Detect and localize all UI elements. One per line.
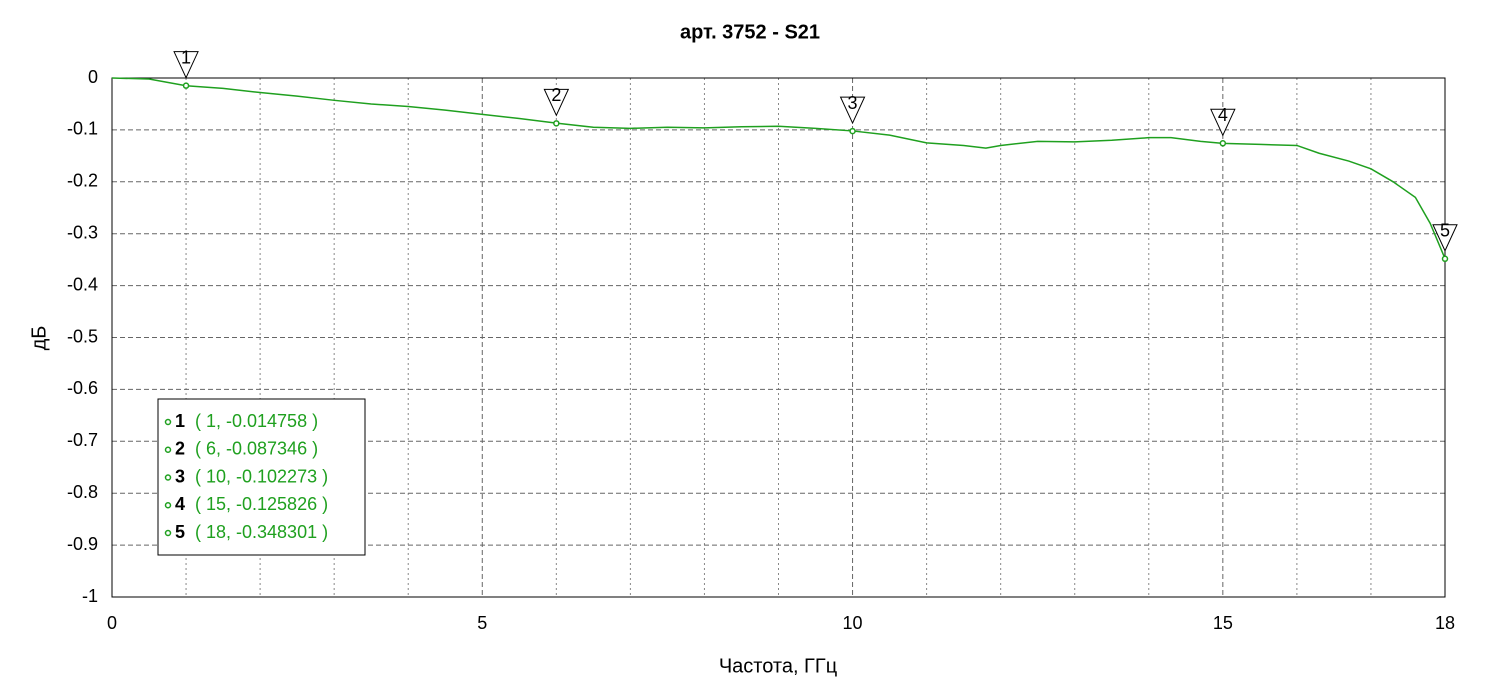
y-tick-label: -0.4 xyxy=(67,274,98,294)
y-tick-label: -1 xyxy=(82,586,98,606)
y-tick-label: 0 xyxy=(88,67,98,87)
y-tick-label: -0.7 xyxy=(67,430,98,450)
chart-title: арт. 3752 - S21 xyxy=(680,21,820,43)
legend-label: ( 18, -0.348301 ) xyxy=(195,522,328,542)
x-tick-label: 15 xyxy=(1213,613,1233,633)
marker-point xyxy=(553,120,560,127)
y-tick-label: -0.8 xyxy=(67,482,98,502)
legend-label: ( 15, -0.125826 ) xyxy=(195,494,328,514)
x-tick-label: 10 xyxy=(843,613,863,633)
y-tick-label: -0.2 xyxy=(67,171,98,191)
legend-label: ( 10, -0.102273 ) xyxy=(195,466,328,486)
marker-point xyxy=(1219,140,1227,147)
x-tick-label: 18 xyxy=(1435,613,1455,633)
marker-flag xyxy=(839,96,866,125)
legend-symbol xyxy=(164,529,172,537)
legend-symbol xyxy=(164,446,172,453)
marker-flag xyxy=(1432,224,1458,252)
marker-point xyxy=(182,82,190,89)
legend-box xyxy=(157,398,366,556)
data-line xyxy=(111,77,1446,259)
legend-number: 3 xyxy=(175,466,185,486)
marker-number: 4 xyxy=(1218,105,1228,125)
marker-number: 1 xyxy=(181,47,191,67)
legend-number: 2 xyxy=(175,439,185,459)
marker-point xyxy=(1441,255,1449,263)
y-tick-label: -0.3 xyxy=(67,222,98,242)
legend-number: 1 xyxy=(175,411,185,431)
plot-frame xyxy=(111,77,1446,598)
legend-number: 4 xyxy=(175,494,185,514)
y-tick-label: -0.6 xyxy=(67,378,98,398)
marker-number: 5 xyxy=(1440,221,1450,241)
marker-number: 3 xyxy=(848,93,858,113)
y-tick-label: -0.9 xyxy=(67,534,98,554)
y-axis-label: дБ xyxy=(28,326,50,351)
y-tick-label: -0.5 xyxy=(67,326,98,346)
legend-number: 5 xyxy=(175,522,185,542)
legend-symbol xyxy=(164,474,172,481)
y-tick-label: -0.1 xyxy=(67,119,98,139)
marker-flag xyxy=(543,88,570,117)
x-axis-label: Частота, ГГц xyxy=(719,655,837,677)
marker-flag xyxy=(173,51,199,79)
marker-point xyxy=(849,127,856,135)
marker-flag xyxy=(1210,108,1236,137)
x-tick-label: 5 xyxy=(477,613,487,633)
legend-symbol xyxy=(164,502,172,509)
marker-number: 2 xyxy=(551,85,561,105)
legend-label: ( 6, -0.087346 ) xyxy=(195,439,318,459)
legend-symbol xyxy=(164,418,172,426)
legend-label: ( 1, -0.014758 ) xyxy=(195,411,318,431)
x-tick-label: 0 xyxy=(107,613,117,633)
